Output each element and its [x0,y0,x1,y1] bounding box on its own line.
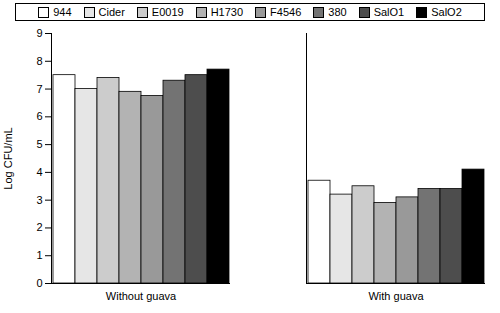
svg-text:9: 9 [36,27,42,39]
svg-text:6: 6 [36,110,42,122]
svg-text:Without guava: Without guava [106,290,177,302]
html-text:944: 944 [53,6,72,18]
html-text:380: 380 [328,6,347,18]
html-text:SalO1: SalO1 [373,6,405,18]
html-text:F4546: F4546 [270,6,302,18]
svg-text:With guava: With guava [368,290,424,302]
svg-text:5: 5 [36,138,42,150]
svg-text:4: 4 [36,166,42,178]
svg-text:2: 2 [36,221,42,233]
html-text:Cider: Cider [98,6,125,18]
svg-text:1: 1 [36,249,42,261]
svg-text:Log CFU/mL: Log CFU/mL [2,127,14,189]
html-text:E0019: E0019 [151,6,184,18]
html-text:H1730: H1730 [210,6,244,18]
svg-text:7: 7 [36,83,42,95]
svg-text:0: 0 [36,277,42,289]
html-text:SalO2: SalO2 [431,6,462,18]
svg-text:3: 3 [36,194,42,206]
svg-text:8: 8 [36,55,42,67]
